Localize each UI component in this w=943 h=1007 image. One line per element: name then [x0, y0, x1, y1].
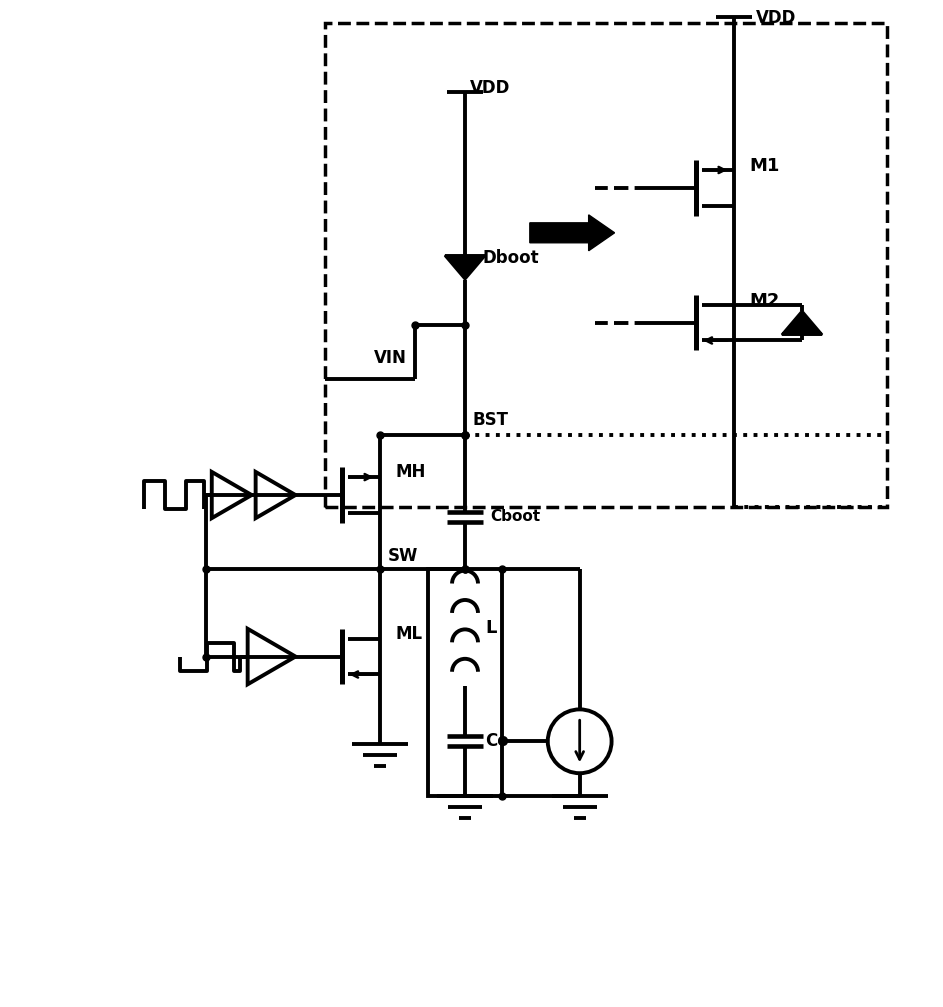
- Text: BST: BST: [473, 411, 509, 429]
- Text: Dboot: Dboot: [483, 249, 539, 267]
- Text: Co: Co: [485, 732, 508, 750]
- Text: Cboot: Cboot: [490, 510, 540, 525]
- Text: VDD: VDD: [470, 80, 510, 98]
- Text: M2: M2: [749, 292, 780, 309]
- Polygon shape: [782, 310, 822, 334]
- Text: M1: M1: [749, 157, 780, 175]
- Text: L: L: [485, 618, 496, 636]
- Text: ML: ML: [395, 624, 422, 642]
- Text: VIN: VIN: [374, 349, 407, 368]
- Text: SW: SW: [389, 547, 419, 565]
- Polygon shape: [445, 256, 486, 280]
- Text: MH: MH: [395, 463, 425, 481]
- FancyArrow shape: [530, 214, 615, 251]
- Bar: [325, 23, 886, 507]
- Text: VDD: VDD: [756, 9, 797, 27]
- Bar: [428, 569, 502, 797]
